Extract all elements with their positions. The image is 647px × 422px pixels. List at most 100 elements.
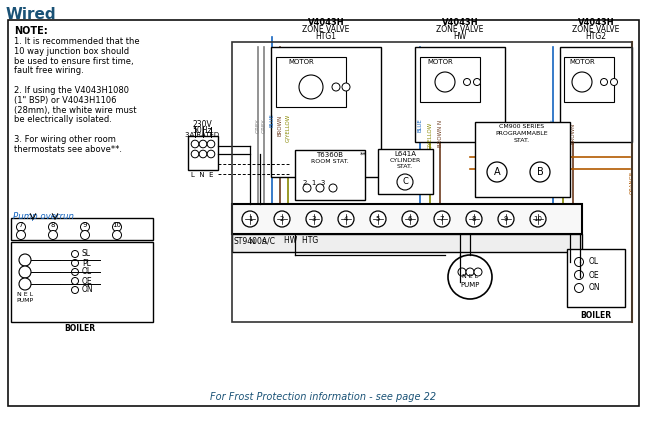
Bar bbox=[560, 47, 632, 142]
Text: PROGRAMMABLE: PROGRAMMABLE bbox=[496, 131, 548, 136]
Text: ROOM STAT.: ROOM STAT. bbox=[311, 159, 349, 164]
Text: thermostats see above**.: thermostats see above**. bbox=[14, 145, 122, 154]
Bar bbox=[420, 57, 480, 102]
Bar bbox=[276, 57, 346, 107]
Text: 3A RATED: 3A RATED bbox=[185, 132, 219, 138]
Text: OL: OL bbox=[82, 268, 92, 276]
Text: MOTOR: MOTOR bbox=[288, 59, 314, 65]
Text: MOTOR: MOTOR bbox=[427, 59, 453, 65]
Circle shape bbox=[199, 140, 207, 148]
Bar bbox=[295, 150, 365, 200]
Text: 1. It is recommended that the: 1. It is recommended that the bbox=[14, 37, 140, 46]
Circle shape bbox=[19, 266, 31, 278]
Text: 8: 8 bbox=[472, 216, 476, 222]
Circle shape bbox=[306, 211, 322, 227]
Bar bbox=[11, 218, 153, 240]
Circle shape bbox=[487, 162, 507, 182]
Text: STAT.: STAT. bbox=[514, 138, 530, 143]
Text: be electrically isolated.: be electrically isolated. bbox=[14, 115, 112, 124]
Circle shape bbox=[402, 211, 418, 227]
Text: ZONE VALVE: ZONE VALVE bbox=[302, 25, 349, 34]
Circle shape bbox=[466, 211, 482, 227]
Text: BOILER: BOILER bbox=[580, 311, 611, 320]
Circle shape bbox=[448, 255, 492, 299]
Text: BLUE: BLUE bbox=[270, 114, 274, 127]
Text: (1" BSP) or V4043H1106: (1" BSP) or V4043H1106 bbox=[14, 96, 116, 105]
Text: Wired: Wired bbox=[6, 7, 57, 22]
Bar bbox=[378, 149, 433, 194]
Circle shape bbox=[192, 150, 199, 158]
Text: PL: PL bbox=[82, 259, 91, 268]
Circle shape bbox=[332, 83, 340, 91]
Text: B: B bbox=[536, 167, 543, 177]
Circle shape bbox=[207, 150, 215, 158]
Circle shape bbox=[474, 268, 482, 276]
Text: STAT.: STAT. bbox=[397, 164, 413, 169]
Text: 7: 7 bbox=[19, 222, 23, 228]
Text: A: A bbox=[494, 167, 500, 177]
Circle shape bbox=[575, 257, 584, 267]
Circle shape bbox=[207, 140, 215, 148]
Bar bbox=[475, 122, 570, 197]
Text: Pump overrun: Pump overrun bbox=[13, 212, 74, 221]
Circle shape bbox=[19, 278, 31, 290]
Text: BROWN: BROWN bbox=[571, 122, 575, 143]
Text: (28mm), the white wire must: (28mm), the white wire must bbox=[14, 106, 137, 115]
Circle shape bbox=[72, 251, 78, 257]
Text: T6360B: T6360B bbox=[316, 152, 344, 158]
Bar bbox=[271, 47, 381, 177]
Text: BROWN N: BROWN N bbox=[437, 119, 443, 146]
Bar bbox=[232, 204, 582, 234]
Text: HW: HW bbox=[454, 32, 466, 41]
Text: **: ** bbox=[360, 152, 366, 158]
Circle shape bbox=[19, 254, 31, 266]
Text: 9: 9 bbox=[83, 222, 87, 228]
Circle shape bbox=[192, 140, 199, 148]
Text: V4043H: V4043H bbox=[308, 18, 344, 27]
Text: 2: 2 bbox=[280, 216, 284, 222]
Bar bbox=[232, 234, 582, 252]
Text: CM900 SERIES: CM900 SERIES bbox=[499, 124, 545, 129]
Text: ST9400A/C: ST9400A/C bbox=[234, 236, 276, 245]
Circle shape bbox=[242, 211, 258, 227]
Text: 230V: 230V bbox=[192, 120, 212, 129]
Circle shape bbox=[274, 211, 290, 227]
Circle shape bbox=[370, 211, 386, 227]
Bar bbox=[564, 57, 614, 102]
Text: 50Hz: 50Hz bbox=[192, 126, 212, 135]
Circle shape bbox=[299, 75, 323, 99]
Circle shape bbox=[458, 268, 466, 276]
Circle shape bbox=[316, 184, 324, 192]
Text: ORANGE: ORANGE bbox=[494, 174, 521, 179]
Circle shape bbox=[498, 211, 514, 227]
Text: L641A: L641A bbox=[394, 151, 416, 157]
Text: ORANGE: ORANGE bbox=[630, 170, 635, 194]
Text: ORANGE: ORANGE bbox=[494, 147, 521, 152]
Circle shape bbox=[575, 284, 584, 292]
Bar bbox=[232, 42, 632, 322]
Text: V4043H: V4043H bbox=[578, 18, 614, 27]
Bar bbox=[567, 249, 625, 307]
Text: 3: 3 bbox=[312, 216, 316, 222]
Bar bbox=[415, 47, 505, 142]
Circle shape bbox=[474, 78, 481, 86]
Text: HTG2: HTG2 bbox=[586, 32, 606, 41]
Text: 10: 10 bbox=[113, 222, 122, 228]
Text: BROWN: BROWN bbox=[278, 115, 283, 136]
Circle shape bbox=[17, 230, 25, 240]
Circle shape bbox=[530, 162, 550, 182]
Text: 2  1  3: 2 1 3 bbox=[303, 180, 325, 186]
Text: HW  HTG: HW HTG bbox=[284, 236, 318, 245]
Text: ON: ON bbox=[82, 286, 94, 295]
Bar bbox=[11, 242, 153, 322]
Circle shape bbox=[572, 72, 592, 92]
Text: 10: 10 bbox=[534, 216, 542, 222]
Circle shape bbox=[49, 222, 58, 232]
Circle shape bbox=[342, 83, 350, 91]
Circle shape bbox=[530, 211, 546, 227]
Text: G/YELLOW: G/YELLOW bbox=[428, 122, 432, 150]
Circle shape bbox=[338, 211, 354, 227]
Text: ZONE VALVE: ZONE VALVE bbox=[573, 25, 620, 34]
Text: MOTOR: MOTOR bbox=[569, 59, 595, 65]
Text: PUMP: PUMP bbox=[460, 282, 479, 288]
